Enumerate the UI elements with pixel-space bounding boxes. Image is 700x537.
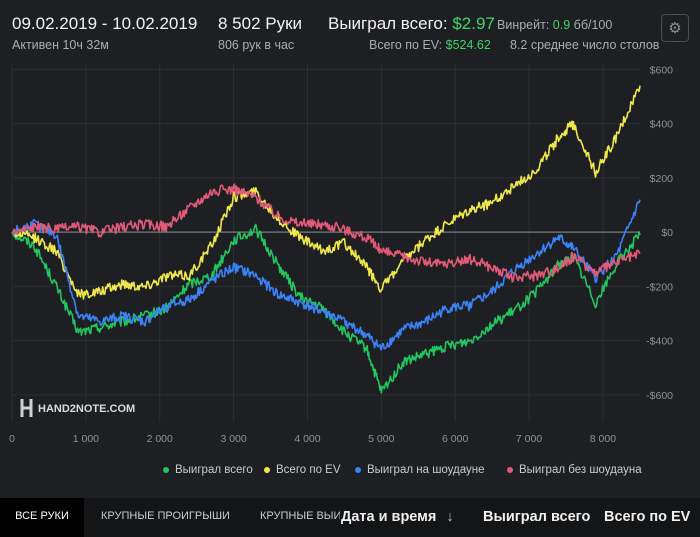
gear-icon[interactable]: ⚙	[661, 14, 689, 42]
avg-tables: 8.2 среднее число столов	[510, 38, 660, 52]
legend-item-non-showdown[interactable]: Выиграл без шоудауна	[507, 464, 642, 476]
winrate-value: 0.9	[552, 18, 571, 32]
tab-big-losses[interactable]: КРУПНЫЕ ПРОИГРЫШИ	[101, 510, 230, 522]
x-tick-label: 7 000	[516, 433, 542, 445]
y-tick-label: -$200	[646, 281, 673, 293]
x-tick-label: 6 000	[442, 433, 468, 445]
hands-per-hour: 806 рук в час	[218, 38, 295, 52]
series-line-3	[11, 199, 641, 351]
won-total-value: $2.97	[452, 14, 495, 33]
legend-item-ev-total[interactable]: Всего по EV	[264, 464, 341, 476]
ev-total: Всего по EV: $524.62	[369, 38, 491, 52]
x-tick-label: 3 000	[220, 433, 246, 445]
winrate-unit: бб/100	[573, 18, 613, 32]
legend-dot-icon	[355, 467, 361, 473]
won-total-label: Выиграл всего:	[328, 14, 448, 33]
legend-item-won-total[interactable]: Выиграл всего	[163, 464, 253, 476]
x-tick-label: 4 000	[294, 433, 320, 445]
winrate-label: Винрейт:	[497, 18, 550, 32]
legend-item-showdown[interactable]: Выиграл на шоудауне	[355, 464, 485, 476]
column-date-time[interactable]: Дата и время ↓	[341, 498, 454, 537]
watermark-text: HAND2NOTE.COM	[38, 403, 135, 415]
y-tick-label: -$400	[646, 336, 673, 348]
series-line-2	[11, 85, 641, 300]
y-tick-label: $600	[650, 64, 674, 76]
winrate: Винрейт: 0.9 бб/100	[497, 18, 612, 32]
sort-arrow-icon[interactable]: ↓	[446, 509, 454, 525]
tab-all-hands[interactable]: ВСЕ РУКИ	[0, 498, 84, 537]
x-tick-label: 0	[9, 433, 15, 445]
bottom-tab-bar: ВСЕ РУКИ КРУПНЫЕ ПРОИГРЫШИ КРУПНЫЕ ВЫИГ …	[0, 498, 700, 537]
x-tick-label: 1 000	[73, 433, 99, 445]
ev-total-label: Всего по EV:	[369, 38, 443, 52]
y-tick-label: -$600	[646, 390, 673, 402]
legend-label: Выиграл всего	[175, 464, 253, 476]
legend-dot-icon	[507, 467, 513, 473]
legend-label: Выиграл без шоудауна	[519, 464, 642, 476]
ev-total-value: $524.62	[445, 38, 491, 52]
series-line-4	[11, 183, 641, 283]
x-tick-label: 5 000	[368, 433, 394, 445]
hands-count: 8 502 Руки	[218, 14, 303, 33]
y-tick-label: $200	[650, 173, 674, 185]
won-total: Выиграл всего: $2.97	[328, 14, 495, 34]
active-time: Активен 10ч 32м	[12, 38, 109, 52]
legend-label: Всего по EV	[276, 464, 341, 476]
stats-header: 09.02.2019 - 10.02.2019 Активен 10ч 32м …	[0, 0, 700, 58]
y-tick-label: $0	[661, 227, 673, 239]
column-won-total[interactable]: Выиграл всего	[483, 509, 591, 525]
results-graph: $600 $400 $200 $0 -$200 -$400 -$600 0 1 000 2 000…	[9, 64, 674, 445]
tab-big-wins[interactable]: КРУПНЫЕ ВЫИГ	[260, 510, 340, 522]
watermark-logo	[20, 399, 33, 417]
column-date-time-label: Дата и время	[341, 509, 437, 525]
legend-dot-icon	[264, 467, 270, 473]
x-tick-label: 2 000	[147, 433, 173, 445]
column-ev-total[interactable]: Всего по EV	[604, 509, 691, 525]
legend-label: Выиграл на шоудауне	[367, 464, 485, 476]
x-tick-label: 8 000	[590, 433, 616, 445]
legend-dot-icon	[163, 467, 169, 473]
y-tick-label: $400	[650, 119, 674, 131]
date-range: 09.02.2019 - 10.02.2019	[12, 14, 198, 33]
